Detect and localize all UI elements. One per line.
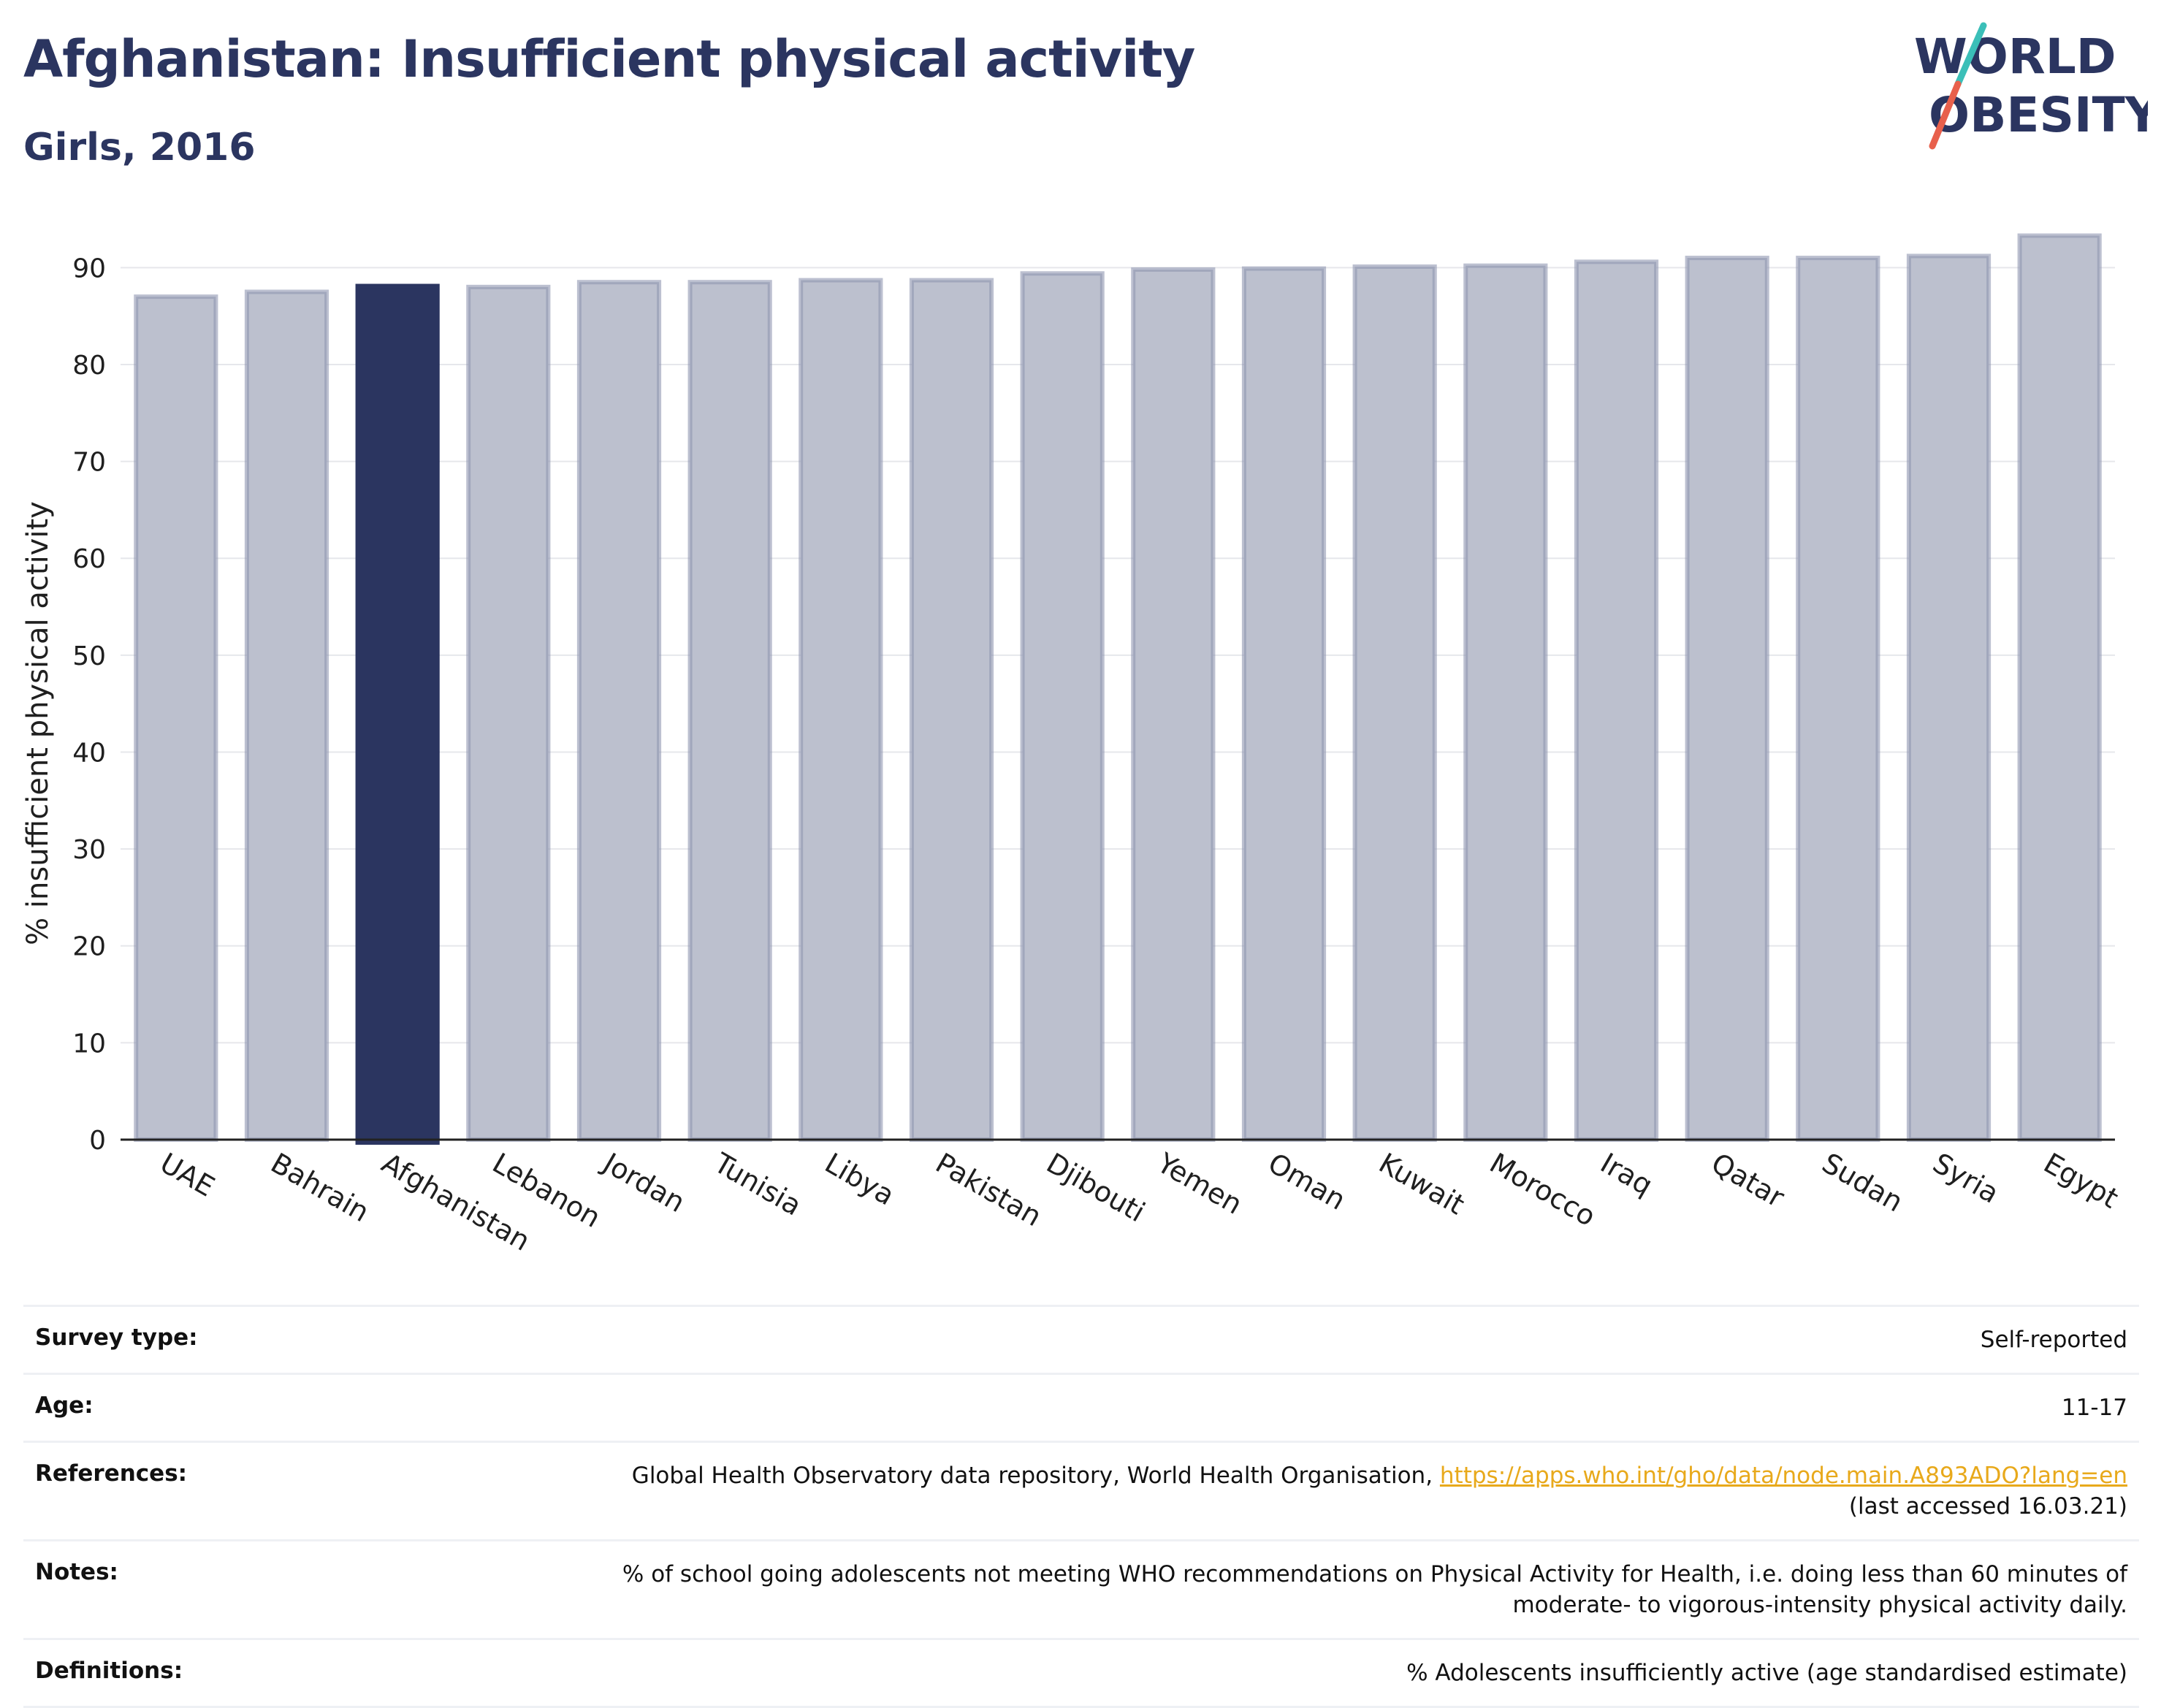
references-accessed: (last accessed 16.03.21) xyxy=(1848,1493,2127,1520)
x-tick-label: Iraq xyxy=(1595,1147,1658,1202)
notes-label: Notes: xyxy=(35,1559,118,1585)
chart-title: Afghanistan: Insufficient physical activ… xyxy=(23,29,1195,89)
x-tick-label: Pakistan xyxy=(930,1147,1047,1233)
x-tick-label: Libya xyxy=(820,1147,900,1212)
y-tick-label: 90 xyxy=(72,253,106,283)
info-row-references: References: Global Health Observatory da… xyxy=(23,1441,2139,1539)
survey-type-value: Self-reported xyxy=(1980,1327,2127,1353)
x-tick-label: Qatar xyxy=(1706,1147,1790,1214)
y-tick-label: 50 xyxy=(72,641,106,671)
y-tick-label: 80 xyxy=(72,351,106,381)
references-label: References: xyxy=(35,1460,188,1487)
info-row-survey-type: Survey type: Self-reported xyxy=(23,1305,2139,1373)
logo-line2: OBESITY xyxy=(1929,87,2148,143)
bar-syria xyxy=(1906,253,1992,1142)
bar-morocco xyxy=(1463,263,1548,1142)
bar-libya xyxy=(799,278,883,1143)
references-text: Global Health Observatory data repositor… xyxy=(631,1463,1440,1489)
y-tick-label: 30 xyxy=(72,835,106,865)
x-tick-label: UAE xyxy=(155,1147,220,1203)
x-tick-label: Djibouti xyxy=(1041,1147,1151,1229)
bar-afghanistan xyxy=(355,283,440,1145)
bar-uae xyxy=(134,294,218,1143)
bar-tunisia xyxy=(687,280,772,1142)
bar-oman xyxy=(1241,266,1327,1143)
info-row-definitions: Definitions: % Adolescents insufficientl… xyxy=(23,1638,2139,1708)
age-value: 11-17 xyxy=(2061,1395,2127,1421)
y-tick-label: 70 xyxy=(72,448,106,478)
logo-slash-red xyxy=(1929,80,1962,150)
grid-lines xyxy=(121,267,2115,1044)
bar-kuwait xyxy=(1352,264,1437,1142)
x-tick-label: Sudan xyxy=(1817,1147,1909,1219)
y-tick-label: 10 xyxy=(72,1029,106,1059)
x-tick-label: Oman xyxy=(1262,1147,1351,1216)
y-tick-label: 20 xyxy=(72,932,106,962)
y-axis-title: % insufficient physical activity xyxy=(21,501,55,945)
bar-pakistan xyxy=(909,278,994,1143)
bar-djibouti xyxy=(1020,271,1105,1142)
world-obesity-logo: WORLD OBESITY xyxy=(1914,22,2148,150)
info-table: Survey type: Self-reported Age: 11-17 Re… xyxy=(23,1305,2139,1708)
y-axis-ticks: 0 10 20 30 40 50 60 70 80 90 xyxy=(72,253,106,1156)
y-tick-label: 60 xyxy=(72,544,106,574)
logo-line1: WORLD xyxy=(1914,28,2116,85)
notes-line1: % of school going adolescents not meetin… xyxy=(622,1561,2127,1587)
x-tick-label: Tunisia xyxy=(708,1146,807,1222)
definitions-value: % Adolescents insufficiently active (age… xyxy=(1406,1660,2127,1686)
info-row-age: Age: 11-17 xyxy=(23,1373,2139,1441)
age-label: Age: xyxy=(35,1392,94,1419)
bar-bahrain xyxy=(244,289,329,1143)
x-tick-label: Morocco xyxy=(1485,1147,1601,1233)
y-tick-label: 40 xyxy=(72,738,106,768)
chart-subtitle: Girls, 2016 xyxy=(23,126,256,169)
bar-jordan xyxy=(576,280,662,1142)
notes-value: % of school going adolescents not meetin… xyxy=(622,1559,2127,1620)
references-value: Global Health Observatory data repositor… xyxy=(632,1460,2127,1522)
x-tick-label: Kuwait xyxy=(1373,1147,1470,1221)
info-row-notes: Notes: % of school going adolescents not… xyxy=(23,1539,2139,1638)
references-link[interactable]: https://apps.who.int/gho/data/node.main.… xyxy=(1439,1463,2127,1489)
bar-qatar xyxy=(1685,256,1769,1143)
bar-iraq xyxy=(1574,259,1659,1142)
bars xyxy=(134,233,2102,1145)
y-tick-label: 0 xyxy=(89,1126,106,1156)
bar-sudan xyxy=(1796,256,1880,1143)
definitions-label: Definitions: xyxy=(35,1658,183,1684)
bar-lebanon xyxy=(466,284,551,1142)
x-tick-label: Yemen xyxy=(1151,1146,1248,1221)
logo-slash-teal xyxy=(1954,22,1987,88)
bar-yemen xyxy=(1131,267,1216,1143)
x-tick-label: Egypt xyxy=(2038,1147,2124,1215)
x-tick-label: Syria xyxy=(1927,1147,2004,1210)
x-tick-label: Jordan xyxy=(597,1146,690,1219)
notes-line2: moderate- to vigorous-intensity physical… xyxy=(1512,1592,2127,1618)
survey-type-label: Survey type: xyxy=(35,1324,198,1351)
bar-egypt xyxy=(2017,233,2102,1142)
x-tick-label: Bahrain xyxy=(265,1147,374,1229)
